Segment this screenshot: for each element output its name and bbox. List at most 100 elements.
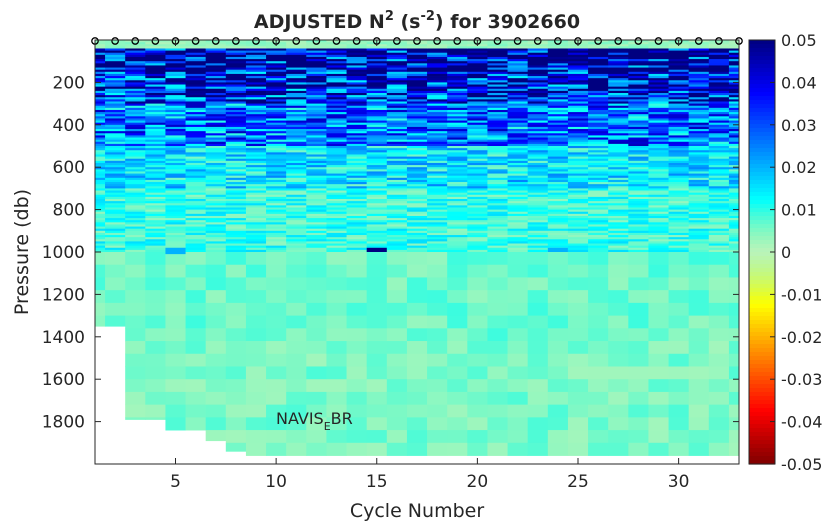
heat-cell bbox=[547, 430, 569, 444]
heat-cell bbox=[728, 315, 739, 329]
heat-cell bbox=[125, 194, 146, 198]
heat-cell bbox=[386, 160, 408, 164]
heat-cell bbox=[467, 182, 488, 185]
heat-cell bbox=[266, 82, 287, 85]
heat-cell bbox=[386, 182, 408, 185]
heat-cell bbox=[507, 67, 529, 71]
heat-cell bbox=[366, 264, 388, 278]
heat-cell bbox=[668, 226, 690, 230]
heat-cell bbox=[427, 184, 448, 187]
heat-cell bbox=[205, 430, 227, 442]
heat-cell bbox=[648, 129, 669, 132]
heat-cell bbox=[165, 207, 186, 210]
heat-cell bbox=[547, 46, 569, 49]
heat-cell bbox=[95, 213, 106, 217]
heat-cell bbox=[145, 116, 166, 119]
heat-cell bbox=[225, 44, 247, 47]
heat-cell bbox=[185, 182, 207, 185]
heat-cell bbox=[608, 199, 629, 202]
heat-cell bbox=[205, 61, 227, 64]
heat-cell bbox=[708, 235, 730, 238]
heat-cell bbox=[386, 205, 408, 208]
colorbar-segment bbox=[749, 348, 775, 353]
heat-cell bbox=[668, 182, 690, 185]
heat-cell bbox=[467, 120, 488, 124]
heat-cell bbox=[708, 224, 730, 227]
heat-cell bbox=[668, 391, 690, 406]
heat-cell bbox=[447, 150, 468, 153]
heat-cell bbox=[266, 101, 287, 104]
heat-cell bbox=[447, 165, 468, 168]
heat-cell bbox=[125, 203, 146, 206]
heat-cell bbox=[688, 417, 710, 431]
heat-cell bbox=[527, 99, 549, 102]
heat-cell bbox=[648, 139, 669, 143]
heat-cell bbox=[588, 241, 609, 244]
heat-cell bbox=[728, 213, 739, 217]
heat-cell bbox=[326, 71, 347, 75]
heat-cell bbox=[547, 101, 569, 104]
heat-cell bbox=[306, 107, 327, 111]
heat-cell bbox=[427, 65, 448, 68]
heat-cell bbox=[95, 160, 106, 164]
heat-cell bbox=[266, 67, 287, 71]
heat-cell bbox=[306, 215, 327, 219]
heat-cell bbox=[406, 182, 428, 185]
surface-marker bbox=[453, 37, 462, 45]
heat-cell bbox=[447, 192, 468, 196]
heat-cell bbox=[145, 243, 166, 247]
heat-cell bbox=[386, 46, 408, 49]
heat-cell bbox=[306, 154, 327, 157]
heat-cell bbox=[346, 139, 368, 143]
heat-cell bbox=[427, 315, 448, 329]
heat-cell bbox=[225, 328, 247, 342]
heat-cell bbox=[406, 213, 428, 217]
heat-cell bbox=[306, 391, 327, 406]
heat-cell bbox=[165, 56, 186, 60]
heat-cell-highlight bbox=[165, 247, 186, 255]
heat-cell bbox=[467, 133, 488, 136]
heat-cell bbox=[125, 107, 146, 111]
heat-cell bbox=[487, 152, 508, 155]
heat-cell bbox=[688, 158, 710, 162]
heat-cell bbox=[205, 218, 227, 221]
heat-cell bbox=[648, 40, 669, 43]
heat-cell bbox=[225, 107, 247, 111]
heat-cell bbox=[266, 213, 287, 217]
heat-cell bbox=[688, 135, 710, 138]
heat-cell bbox=[547, 42, 569, 45]
heat-cell bbox=[105, 88, 126, 92]
heat-cell bbox=[105, 76, 126, 79]
heat-cell bbox=[245, 228, 267, 232]
heat-cell bbox=[386, 341, 408, 355]
heat-cell bbox=[527, 218, 549, 221]
heat-cell bbox=[386, 177, 408, 181]
heat-cell bbox=[185, 158, 207, 162]
heat-cell bbox=[306, 226, 327, 230]
heat-cell bbox=[648, 203, 669, 206]
heat-cell bbox=[588, 88, 609, 92]
heat-cell bbox=[467, 76, 488, 79]
heat-cell bbox=[447, 230, 468, 234]
heat-cell bbox=[346, 247, 368, 251]
heat-cell bbox=[266, 177, 287, 181]
heat-cell bbox=[507, 442, 529, 456]
heat-cell bbox=[467, 196, 488, 200]
heat-cell bbox=[95, 95, 106, 98]
heat-cell bbox=[588, 182, 609, 185]
surface-marker bbox=[352, 37, 361, 45]
heat-cell bbox=[225, 71, 247, 75]
heat-cell bbox=[688, 175, 710, 179]
heat-cell bbox=[447, 99, 468, 102]
heat-cell bbox=[487, 179, 508, 183]
heat-cell bbox=[125, 218, 146, 221]
heat-cell bbox=[688, 220, 710, 223]
heat-cell bbox=[527, 184, 549, 187]
heat-cell bbox=[366, 80, 388, 83]
heat-cell bbox=[165, 65, 186, 68]
heat-cell bbox=[205, 184, 227, 187]
heat-cell bbox=[728, 228, 739, 232]
heat-cell bbox=[406, 120, 428, 124]
heat-cell bbox=[105, 40, 126, 43]
heat-cell bbox=[125, 154, 146, 157]
